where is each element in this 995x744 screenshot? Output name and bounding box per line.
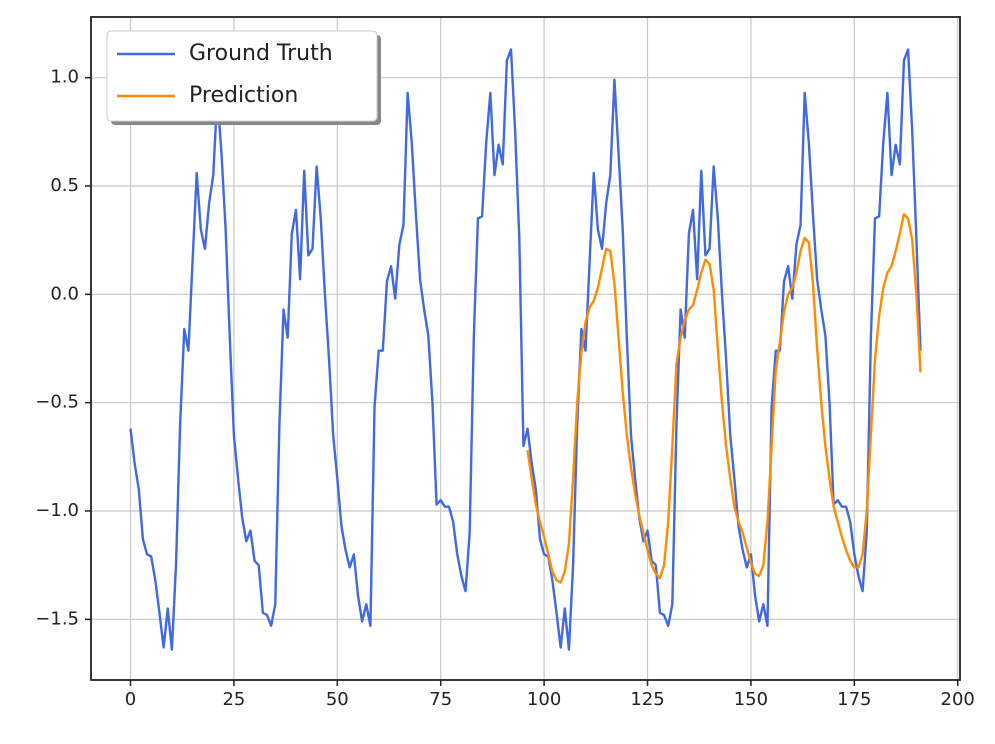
x-tick-label: 175: [837, 689, 871, 710]
x-tick-label: 100: [527, 689, 561, 710]
plot-frame: [90, 16, 961, 681]
legend-label: Ground Truth: [189, 41, 333, 66]
x-tick-label: 75: [429, 689, 452, 710]
legend-label: Prediction: [189, 83, 298, 108]
x-tick-label: 125: [630, 689, 664, 710]
legend: Ground Truth Prediction: [106, 30, 381, 125]
y-tick-label: −0.5: [35, 392, 79, 413]
y-tick-label: −1.5: [35, 608, 79, 629]
y-tick-label: −1.0: [35, 500, 79, 521]
x-tick-label: 0: [125, 689, 136, 710]
data-line: [129, 48, 922, 651]
y-tick-label: 1.0: [50, 67, 79, 88]
y-tick-label: 0.0: [50, 283, 79, 304]
data-line: [526, 212, 922, 584]
x-tick-label: 200: [941, 689, 975, 710]
x-tick-label: 50: [326, 689, 349, 710]
x-tick-label: 25: [222, 689, 245, 710]
x-tick-label: 150: [734, 689, 768, 710]
y-tick-label: 0.5: [50, 175, 79, 196]
